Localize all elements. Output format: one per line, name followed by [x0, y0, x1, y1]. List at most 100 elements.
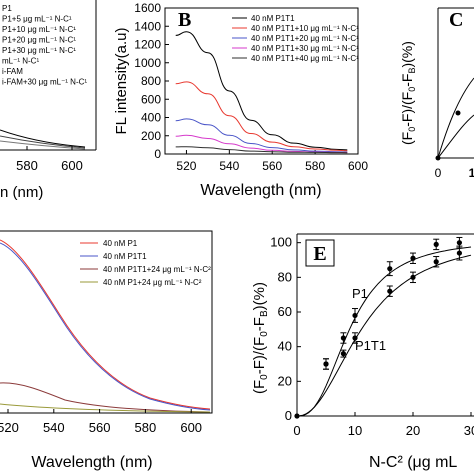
panel-e-point-p1t1-3: [352, 335, 358, 341]
panel-d-legend-label-2: 40 nM P1T1: [103, 252, 147, 261]
panel-a-legend-item-4: P1+20 μg mL⁻¹ N-C¹: [2, 36, 76, 45]
panel-e-point-p1-5: [410, 255, 416, 261]
panel-b-x-tick-label-560: 560: [262, 159, 282, 173]
panel-e-x-tick-label-30: 30: [464, 423, 474, 438]
panel-b-y-tick-label-600: 600: [141, 92, 161, 106]
panel-b-legend-label-2: 40 nM P1T1+10 μg mL⁻¹ N-C¹: [251, 24, 359, 33]
panel-b-x-tick-label-580: 580: [305, 159, 325, 173]
panel-d-x-label: Wavelength (nm): [31, 454, 152, 471]
panel-b-x-tick-label-540: 540: [219, 159, 239, 173]
panel-c-point-2: [455, 110, 461, 116]
panel-a-tick-label-580: 580: [16, 158, 38, 173]
panel-b-legend-label-3: 40 nM P1T1+20 μg mL⁻¹ N-C¹: [251, 34, 359, 43]
panel-e-points: [294, 236, 463, 419]
panel-e-point-p1t1-7: [456, 250, 462, 256]
panel-b-legend-label-1: 40 nM P1T1: [251, 14, 295, 23]
panel-b-series-2: [175, 81, 348, 152]
panel-b-y-ticks: 0 200 400 600 800 1000 1200 1400 1600: [134, 1, 169, 161]
panel-b-y-tick-label-1200: 1200: [134, 38, 161, 52]
panel-c-letter: C: [449, 9, 463, 31]
panel-e-y-tick-label-40: 40: [278, 339, 292, 354]
panel-b-y-tick-label-1400: 1400: [134, 19, 161, 33]
panel-c-point-1: [435, 155, 441, 161]
panel-b-y-tick-label-200: 200: [141, 129, 161, 143]
panel-c-tick-label-0: 0: [435, 166, 442, 180]
panel-e-label-p1t1: P1T1: [355, 338, 386, 353]
panel-d-curve-p1t1-nc2: [0, 382, 211, 413]
panel-a-legend-item-6: mL⁻¹ N-C¹: [2, 57, 39, 66]
panel-e-y-tick-label-0: 0: [285, 408, 292, 423]
panel-a-curve-2: [0, 135, 86, 149]
panel-b-legend-label-4: 40 nM P1T1+30 μg mL⁻¹ N-C¹: [251, 44, 359, 53]
panel-e-y-label: (F0-F)/(F0-FB)(%): [251, 282, 270, 394]
panel-a-legend-item-1: P1: [2, 4, 12, 13]
panel-a-legend-item-5: P1+30 μg mL⁻¹ N-C¹: [2, 46, 76, 55]
panel-e-y-tick-label-20: 20: [278, 373, 292, 388]
panel-e-fit-curves: [296, 246, 472, 417]
panel-b-x-label: Wavelength (nm): [200, 182, 321, 199]
panel-d-curve-p1-nc2: [0, 403, 211, 413]
panel-e-x-tick-label-10: 10: [348, 423, 362, 438]
panel-e-y-tick-label-80: 80: [278, 269, 292, 284]
panel-b-letter: B: [178, 9, 191, 31]
panel-a-x-label: n (nm): [0, 184, 43, 201]
panel-e-fit-p1t1: [296, 254, 472, 417]
panel-c-fit-curve-1: [437, 77, 474, 159]
panel-c: C 0 1 (F0-F)/(F0-FB)(%): [399, 7, 474, 180]
panel-e-letter-box: [305, 239, 335, 267]
panel-d-x-tick-label-600: 600: [180, 420, 202, 435]
panel-a-tick-label-600: 600: [61, 158, 83, 173]
panel-e-y-tick-label-60: 60: [278, 304, 292, 319]
panel-e: E 0 20 40 60 80 100 0 10 20 30 P1 P1T1 N-C² (μg …: [251, 233, 474, 471]
panel-b-y-tick-label-1000: 1000: [134, 56, 161, 70]
panel-e-point-p1t1-4: [387, 288, 393, 294]
panel-d-legend: 40 nM P1 40 nM P1T1 40 nM P1T1+24 μg mL⁻¹ …: [80, 239, 211, 287]
panel-a-legend-item-7: i-FAM: [2, 67, 23, 76]
panel-e-point-p1-7: [456, 240, 462, 246]
panel-e-x-ticks: 0 10 20 30: [293, 412, 474, 438]
panel-e-point-p1t1-5: [410, 274, 416, 280]
panel-d-x-tick-label-560: 560: [89, 420, 111, 435]
panel-b-legend-label-5: 40 nM P1T1+40 μg mL⁻¹ N-C¹: [251, 54, 359, 63]
panel-a-legend-item-2: P1+5 μg mL⁻¹ N-C¹: [2, 15, 72, 24]
panel-e-y-ticks: 0 20 40 60 80 100: [270, 235, 301, 423]
panel-a-legend-item-8: i-FAM+30 μg mL⁻¹ N-C¹: [2, 78, 87, 87]
panel-d: 40 nM P1 40 nM P1T1 40 nM P1T1+24 μg mL⁻¹ …: [0, 230, 213, 471]
panel-e-point-p1-4: [387, 266, 393, 272]
panel-e-point-p1-2: [340, 335, 346, 341]
panel-b-x-tick-label-520: 520: [176, 159, 196, 173]
panel-b-y-tick-label-1600: 1600: [134, 1, 161, 15]
panel-d-legend-label-1: 40 nM P1: [103, 239, 138, 248]
panel-e-point-p1t1-2: [340, 351, 346, 357]
panel-b-series-3: [175, 118, 348, 153]
panel-c-fit-curve-2: [437, 114, 474, 159]
panel-b-y-tick-label-0: 0: [154, 147, 161, 161]
panel-d-curve-p1t1: [0, 242, 211, 411]
panel-a-legend-item-3: P1+10 μg mL⁻¹ N-C¹: [2, 25, 76, 34]
panel-b-series-5: [175, 146, 348, 154]
panel-e-x-label: N-C² (μg mL: [369, 454, 457, 471]
panel-e-point-p1t1-6: [433, 259, 439, 265]
panel-b-series-1: [175, 31, 348, 151]
panel-e-point-p1-3: [352, 312, 358, 319]
panel-e-point-p1t1-1: [323, 361, 329, 367]
panel-e-y-tick-label-100: 100: [270, 235, 292, 250]
panel-c-tick-label-1: 1: [469, 166, 474, 180]
panel-d-x-tick-label-540: 540: [43, 420, 65, 435]
panel-a-curve-3: [0, 140, 86, 150]
panel-b-curves: [175, 31, 348, 154]
panel-d-legend-label-3: 40 nM P1T1+24 μg mL⁻¹ N-C²: [103, 265, 211, 274]
panel-d-x-tick-label-580: 580: [135, 420, 157, 435]
panel-b-x-ticks: 520 540 560 580 600: [176, 150, 368, 173]
panel-e-label-p1: P1: [352, 286, 368, 301]
panel-d-frame: [0, 230, 213, 414]
panel-e-point-p1-6: [433, 241, 439, 247]
panel-b-x-tick-label-600: 600: [348, 159, 368, 173]
panel-e-x-tick-label-20: 20: [406, 423, 420, 438]
panel-a-curve-1: [0, 129, 86, 148]
panel-d-curve-p1: [0, 239, 211, 410]
